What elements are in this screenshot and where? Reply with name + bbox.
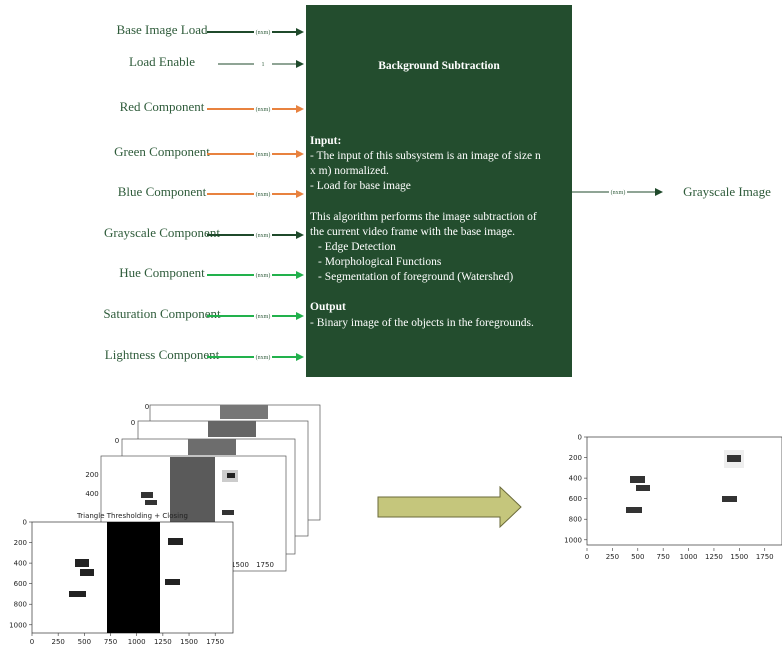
back-tick-label: 400	[85, 490, 98, 498]
x-tick-label: 0	[30, 638, 34, 646]
x-tick-label: 1500	[730, 553, 748, 561]
output-label: Grayscale Image	[683, 184, 771, 199]
diagram: 00020040015001750 Base Image Load(nxm)Lo…	[0, 0, 782, 646]
y-tick-label: 600	[569, 495, 582, 503]
x-tick-label: 1000	[680, 553, 698, 561]
result-image	[587, 437, 782, 545]
back-tick-label: 1500	[231, 561, 249, 569]
x-tick-label: 750	[104, 638, 117, 646]
x-tick-label: 750	[656, 553, 669, 561]
block-title: Background Subtraction	[378, 60, 500, 72]
x-tick-label: 250	[606, 553, 619, 561]
bullet: - Segmentation of foreground (Watershed)	[318, 271, 513, 283]
bullet: - Morphological Functions	[318, 256, 442, 268]
y-tick-label: 200	[14, 539, 27, 547]
plot-title: Triangle Thresholding + Closing	[76, 512, 188, 520]
bus-label: (nxm)	[256, 272, 271, 279]
y-tick-label: 1000	[564, 536, 582, 544]
y-tick-label: 600	[14, 580, 27, 588]
arrow-head	[296, 271, 304, 279]
back-tick-label: 1750	[256, 561, 274, 569]
bus-label: (nxm)	[256, 151, 271, 158]
bus-label: (nxm)	[611, 189, 626, 196]
x-tick-label: 500	[78, 638, 91, 646]
bus-label: 1	[262, 62, 265, 68]
y-tick-label: 0	[23, 519, 27, 527]
arrow-head	[296, 353, 304, 361]
y-tick-label: 400	[14, 560, 27, 568]
input-label: Green Component	[114, 144, 210, 159]
y-tick-label: 800	[14, 601, 27, 609]
back-tick-label: 0	[145, 403, 149, 411]
input-label: Base Image Load	[117, 22, 208, 37]
bus-label: (nxm)	[256, 313, 271, 320]
bus-label: (nxm)	[256, 191, 271, 198]
x-tick-label: 0	[585, 553, 589, 561]
arrow-head	[655, 188, 663, 196]
y-tick-label: 1000	[9, 621, 27, 629]
description-line: the current video frame with the base im…	[310, 226, 515, 238]
bus-label: (nxm)	[256, 354, 271, 361]
bus-label: (nxm)	[256, 106, 271, 113]
big-arrow	[378, 487, 521, 527]
x-tick-label: 1500	[180, 638, 198, 646]
arrow-head	[296, 105, 304, 113]
input-line: - Load for base image	[310, 180, 411, 192]
back-tick-label: 0	[131, 419, 135, 427]
arrow-head	[296, 312, 304, 320]
input-label: Red Component	[120, 99, 205, 114]
y-tick-label: 0	[578, 434, 582, 442]
input-line: - The input of this subsystem is an imag…	[310, 150, 541, 162]
description-line: This algorithm performs the image subtra…	[310, 211, 537, 223]
x-tick-label: 250	[51, 638, 64, 646]
input-label: Hue Component	[119, 265, 205, 280]
arrow-head	[296, 150, 304, 158]
back-tick-label: 200	[85, 471, 98, 479]
y-tick-label: 200	[569, 454, 582, 462]
arrow-head	[296, 60, 304, 68]
input-label: Grayscale Component	[104, 225, 220, 240]
y-tick-label: 400	[569, 475, 582, 483]
arrow-head	[296, 190, 304, 198]
x-tick-label: 500	[631, 553, 644, 561]
arrow-head	[296, 231, 304, 239]
input-label: Saturation Component	[103, 306, 221, 321]
arrow-head	[296, 28, 304, 36]
bus-label: (nxm)	[256, 232, 271, 239]
x-tick-label: 1750	[756, 553, 774, 561]
input-line: x m) normalized.	[310, 165, 389, 177]
input-heading: Input:	[310, 135, 341, 147]
x-tick-label: 1250	[154, 638, 172, 646]
x-tick-label: 1750	[206, 638, 224, 646]
x-tick-label: 1000	[128, 638, 146, 646]
input-label: Lightness Component	[105, 347, 220, 362]
input-label: Load Enable	[129, 54, 195, 69]
y-tick-label: 800	[569, 516, 582, 524]
x-tick-label: 1250	[705, 553, 723, 561]
front-image	[32, 522, 233, 633]
input-label: Blue Component	[118, 184, 207, 199]
back-tick-label: 0	[115, 437, 119, 445]
output-line: - Binary image of the objects in the for…	[310, 317, 534, 329]
bullet: - Edge Detection	[318, 241, 396, 253]
bus-label: (nxm)	[256, 29, 271, 36]
output-heading: Output	[310, 301, 346, 313]
